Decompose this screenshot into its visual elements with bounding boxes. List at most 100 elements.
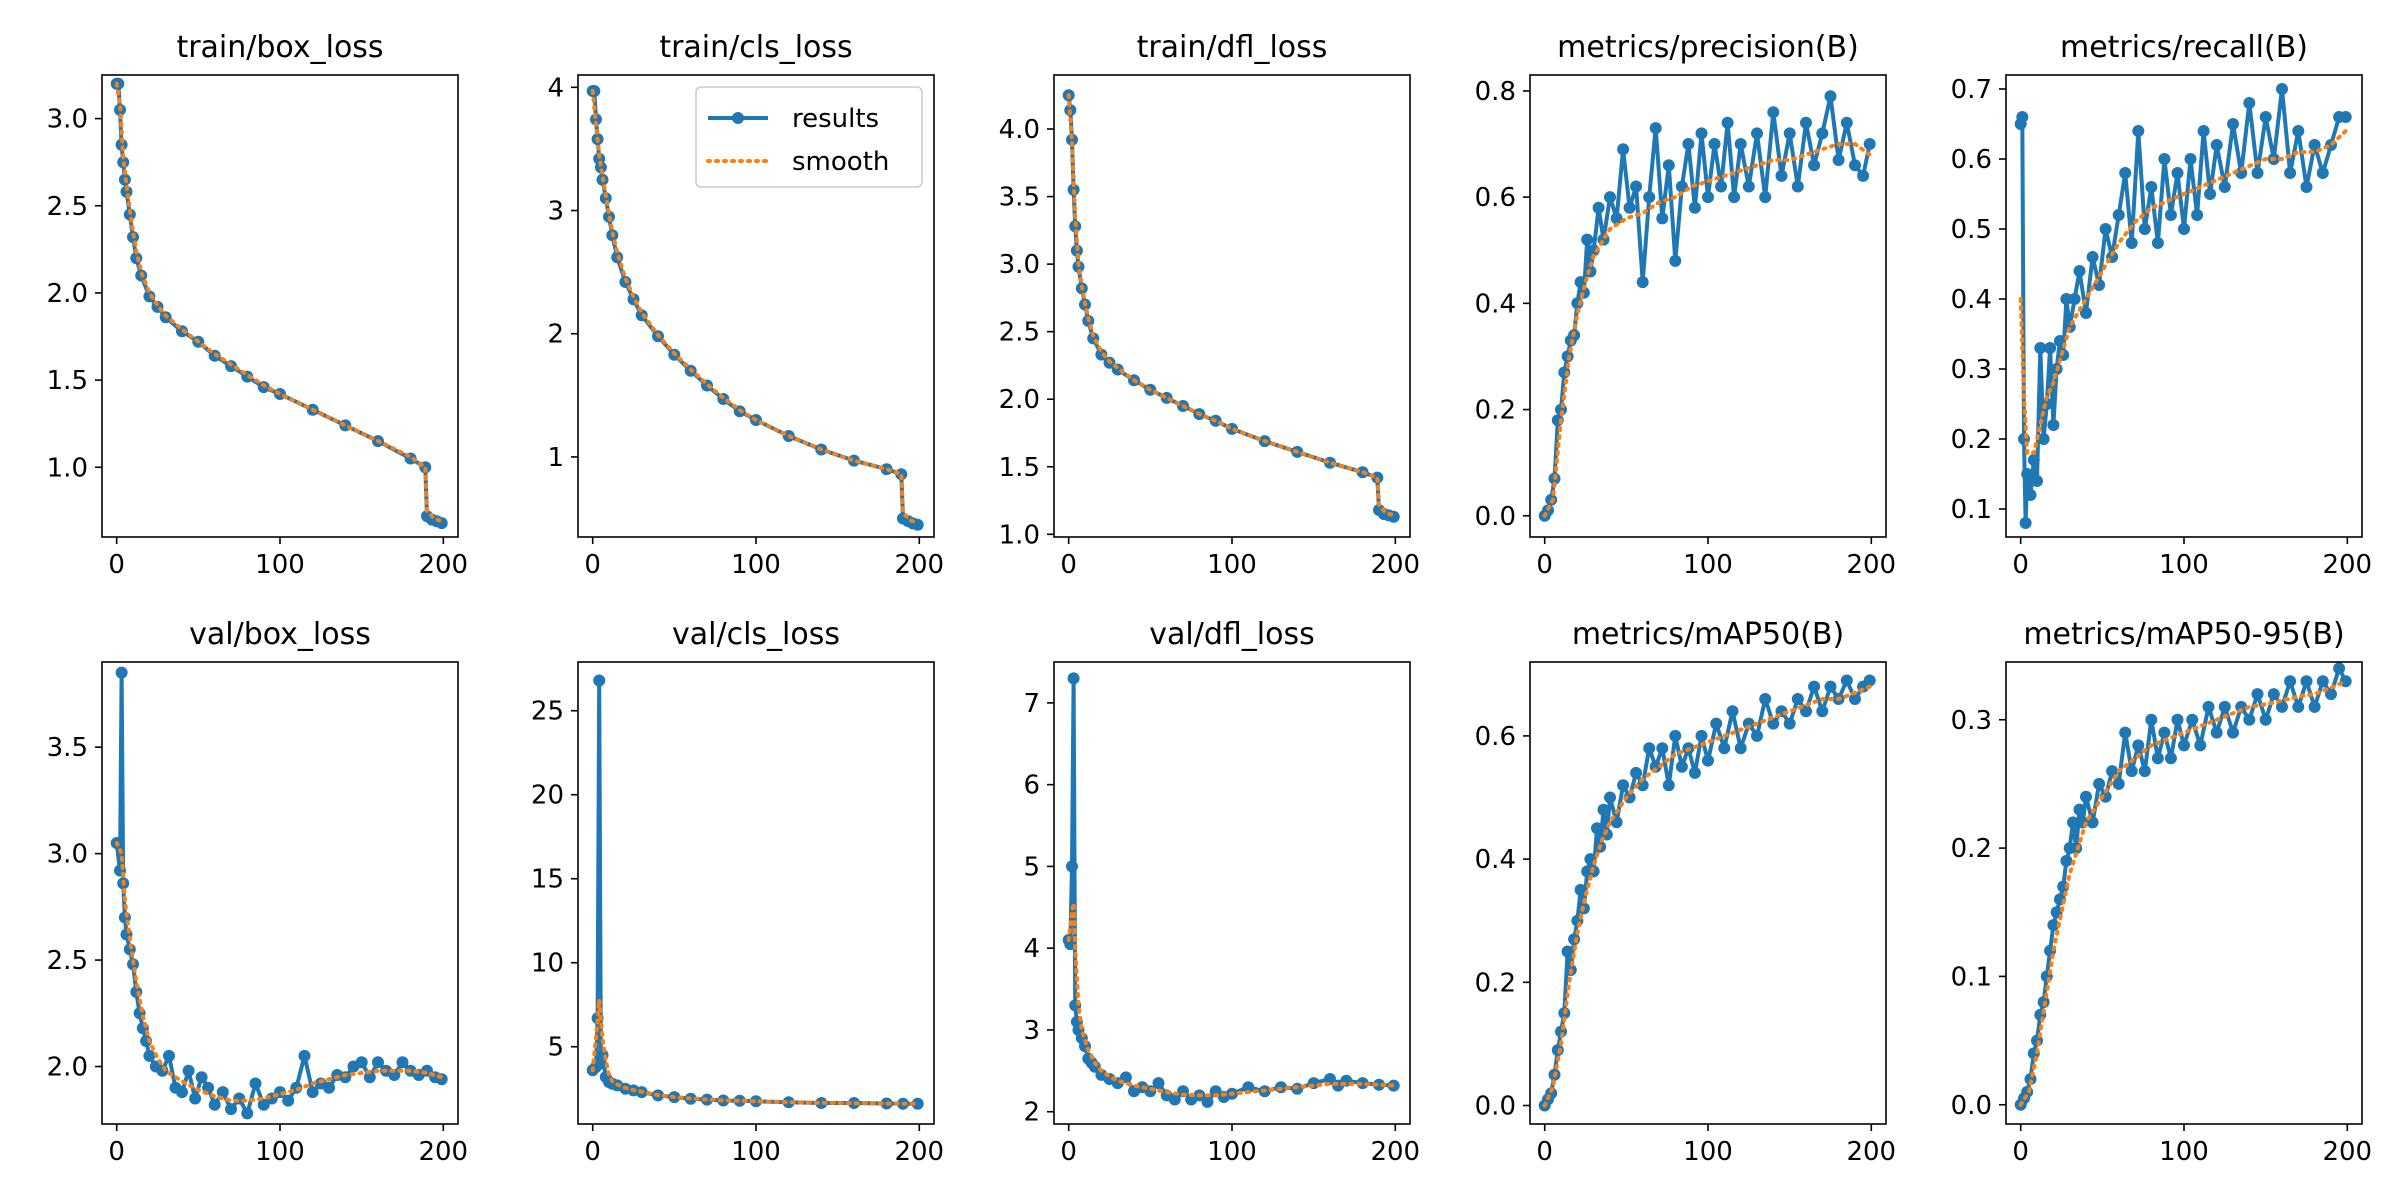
y-tick-label: 0.0	[1951, 1091, 1992, 1121]
chart-panel: metrics/recall(B) 0 100 200 0.1 0.2 0.3 0.4 0.5 0…	[1951, 30, 2372, 580]
results-point	[1863, 138, 1876, 150]
results-point	[2037, 433, 2050, 445]
chart-panel: metrics/mAP50(B) 0 100 200 0.0 0.2 0.4 0.6	[1475, 617, 1896, 1167]
results-point	[298, 1049, 311, 1062]
results-point	[815, 1097, 828, 1109]
smooth-line	[2018, 129, 2348, 455]
results-point	[2060, 293, 2073, 305]
results-point	[2145, 181, 2158, 193]
results-point	[2031, 475, 2043, 487]
results-point	[2186, 713, 2199, 726]
y-tick-label: 0.2	[1475, 968, 1516, 998]
results-point	[1759, 191, 1772, 204]
results-point	[1591, 822, 1603, 835]
results-point	[323, 1081, 335, 1094]
results-point	[1791, 693, 1804, 705]
chart-panel: train/box_loss 0 100 200 1.0 1.5 2.0 2.5 3.0	[47, 30, 468, 580]
results-point	[1695, 127, 1708, 140]
x-tick-label: 100	[1683, 550, 1733, 580]
y-tick-label: 7	[1023, 689, 1040, 719]
panel-title: train/dfl_loss	[1137, 30, 1328, 65]
results-point	[396, 1056, 409, 1069]
results-point	[2227, 118, 2239, 130]
results-point	[1649, 122, 1662, 135]
panel-title: train/cls_loss	[659, 30, 852, 65]
plot-area	[2014, 83, 2352, 529]
y-tick-label: 0.8	[1475, 77, 1516, 107]
results-point	[2191, 209, 2204, 221]
y-tick-label: 3.5	[999, 183, 1040, 213]
x-tick-label: 0	[1060, 1137, 1077, 1167]
y-tick-label: 2	[1023, 1098, 1040, 1128]
results-point	[1604, 191, 1616, 204]
results-point	[2333, 662, 2346, 675]
results-point	[1849, 159, 1861, 172]
results-point	[1695, 729, 1708, 742]
y-tick-label: 4	[1023, 934, 1040, 964]
x-tick-label: 200	[1846, 550, 1896, 580]
x-tick-label: 0	[584, 550, 601, 580]
results-point	[2019, 517, 2032, 529]
plot-area	[586, 85, 924, 531]
results-point	[2016, 111, 2029, 123]
results-point	[750, 1095, 762, 1108]
x-tick-label: 100	[1683, 1137, 1733, 1167]
results-point	[593, 674, 606, 687]
y-tick-label: 4.0	[999, 115, 1040, 145]
results-point	[2202, 700, 2215, 713]
results-point	[2251, 167, 2264, 179]
results-point	[2024, 489, 2037, 501]
y-tick-label: 0.5	[1951, 215, 1992, 245]
y-tick-label: 5	[1023, 852, 1040, 882]
results-point	[241, 1107, 254, 1120]
y-tick-label: 0.6	[1951, 145, 1992, 175]
results-point	[1824, 90, 1837, 103]
results-point	[1688, 201, 1701, 214]
smooth-line	[590, 999, 920, 1106]
results-point	[2325, 688, 2337, 701]
y-tick-label: 25	[531, 697, 564, 727]
results-point	[2308, 700, 2321, 713]
x-tick-label: 0	[1536, 550, 1553, 580]
results-point	[2243, 713, 2256, 726]
results-point	[1734, 138, 1747, 150]
y-tick-label: 0.2	[1475, 396, 1516, 426]
axes-frame	[1529, 661, 1887, 1125]
y-tick-label: 0.7	[1951, 75, 1992, 105]
y-tick-label: 0.1	[1951, 495, 1992, 525]
chart-panel: train/dfl_loss 0 100 200 1.0 1.5 2.0 2.5 3.0 3.5 4…	[999, 30, 1420, 580]
results-point	[1066, 860, 1078, 873]
results-point	[1662, 159, 1675, 172]
results-point	[115, 666, 128, 679]
results-point	[2158, 726, 2171, 739]
x-tick-label: 0	[584, 1137, 601, 1167]
smooth-line	[1066, 93, 1396, 518]
chart-panel: val/cls_loss 0 100 200 5 10 15 20 25	[531, 617, 944, 1167]
results-point	[2308, 139, 2321, 151]
results-point	[2316, 167, 2329, 179]
chart-panel: metrics/mAP50-95(B) 0 100 200 0.0 0.1 0.2 0.3	[1951, 617, 2372, 1167]
x-tick-label: 100	[2159, 550, 2209, 580]
results-point	[2210, 726, 2223, 739]
y-tick-label: 0.4	[1951, 285, 1992, 315]
legend-results-label: results	[792, 104, 879, 134]
results-point	[2047, 419, 2060, 431]
smooth-line	[114, 841, 444, 1103]
y-tick-label: 0.3	[1951, 706, 1992, 736]
x-tick-label: 100	[255, 1137, 305, 1167]
results-point	[1662, 779, 1675, 792]
results-point	[1751, 729, 1763, 742]
plot-area	[2014, 662, 2352, 1111]
plot-area	[1538, 674, 1876, 1112]
results-point	[2178, 223, 2190, 235]
results-point	[2106, 765, 2119, 778]
results-point	[2145, 713, 2158, 726]
panel-title: val/box_loss	[189, 617, 371, 652]
y-tick-label: 0.6	[1475, 722, 1516, 752]
x-tick-label: 200	[2322, 550, 2372, 580]
results-point	[2112, 209, 2125, 221]
results-point	[1373, 1078, 1385, 1091]
x-tick-label: 100	[255, 550, 305, 580]
results-point	[1857, 169, 1870, 182]
